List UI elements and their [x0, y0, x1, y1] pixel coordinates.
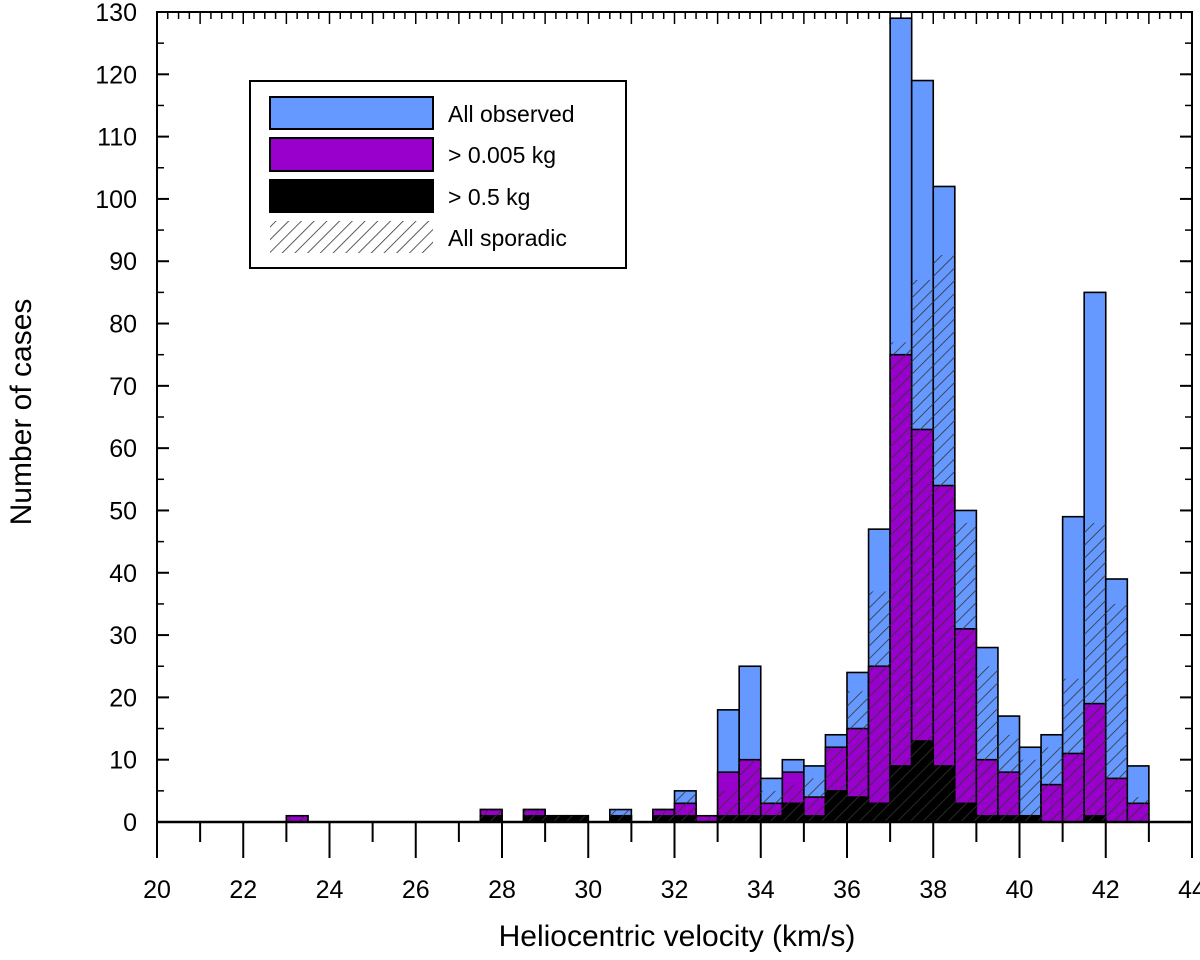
x-tick-label: 30 [574, 876, 602, 904]
legend-label-all-observed: All observed [448, 101, 575, 127]
legend-swatch-all-sporadic [270, 221, 433, 253]
bar-all-sporadic-hatch [523, 809, 546, 822]
x-tick-label: 34 [747, 876, 775, 904]
x-tick-label: 42 [1092, 876, 1120, 904]
bar-all-sporadic-hatch [868, 591, 891, 822]
y-tick-label: 80 [109, 311, 137, 339]
y-axis-label: Number of cases [5, 299, 38, 526]
bar-all-sporadic-hatch [1041, 747, 1063, 822]
bar-all-sporadic-hatch [674, 790, 697, 822]
bar-all-sporadic-hatch [933, 255, 955, 822]
bar-all-sporadic-hatch [286, 815, 308, 822]
x-tick-label: 36 [833, 876, 861, 904]
bar-all-sporadic-hatch [997, 734, 1020, 822]
y-tick-label: 40 [109, 560, 137, 588]
bar-all-sporadic-hatch [566, 815, 589, 822]
bar-all-sporadic-hatch [609, 809, 632, 822]
y-tick-label: 100 [95, 186, 137, 214]
x-tick-label: 28 [488, 876, 516, 904]
bar-all-sporadic-hatch [760, 790, 783, 822]
x-tick-label: 38 [919, 876, 947, 904]
bar-all-sporadic-hatch [717, 790, 740, 822]
bar-all-sporadic-hatch [954, 522, 977, 822]
x-tick-label: 40 [1006, 876, 1034, 904]
legend-label-all-sporadic: All sporadic [448, 225, 567, 251]
bar-all-sporadic-hatch [480, 809, 502, 822]
y-tick-label: 120 [95, 61, 137, 89]
y-tick-label: 0 [123, 809, 137, 837]
bar-all-sporadic-hatch [1062, 678, 1085, 822]
sporadic-hatch-layer [286, 255, 1149, 822]
bar-all-sporadic-hatch [1105, 603, 1128, 822]
bar-all-sporadic-hatch [652, 809, 675, 822]
x-tick-label: 44 [1178, 876, 1200, 904]
y-tick-label: 10 [109, 747, 137, 775]
bar-all-sporadic-hatch [1084, 522, 1106, 822]
y-tick-label: 110 [97, 124, 137, 152]
legend-label-over-0005kg: > 0.005 kg [448, 142, 556, 168]
x-tick-label: 22 [229, 876, 257, 904]
x-tick-label: 24 [316, 876, 344, 904]
legend-swatch-over-05kg [269, 179, 434, 213]
x-tick-label: 26 [402, 876, 430, 904]
legend-swatch-all-observed [269, 96, 434, 130]
legend: All observed > 0.005 kg > 0.5 kg All spo… [249, 80, 627, 269]
bar-all-sporadic-hatch [739, 759, 761, 822]
bar-all-sporadic-hatch [1127, 797, 1149, 822]
tick-labels-layer: 20 22 24 26 28 30 32 34 36 38 40 42 44 0 10 20 30 40 50 60 7… [95, 0, 1200, 904]
bar-all-sporadic-hatch [803, 778, 826, 822]
x-tick-label: 20 [143, 876, 171, 904]
y-tick-label: 90 [109, 248, 137, 276]
y-tick-label: 20 [109, 684, 137, 712]
y-tick-label: 30 [109, 622, 137, 650]
legend-swatch-over-0005kg [269, 137, 434, 172]
legend-label-over-05kg: > 0.5 kg [448, 184, 530, 210]
bar-all-sporadic-hatch [911, 279, 934, 822]
y-tick-label: 60 [109, 435, 137, 463]
x-axis-label: Heliocentric velocity (km/s) [499, 920, 856, 953]
bar-all-sporadic-hatch [782, 784, 804, 822]
bar-all-sporadic-hatch [696, 815, 718, 822]
x-tick-label: 32 [661, 876, 689, 904]
y-tick-label: 70 [109, 373, 137, 401]
bar-all-sporadic-hatch [890, 342, 912, 822]
bar-all-sporadic-hatch [847, 691, 869, 822]
bar-all-sporadic-hatch [825, 747, 847, 822]
y-tick-label: 130 [95, 0, 137, 27]
axes-layer [156, 11, 1193, 858]
bar-all-sporadic-hatch [976, 666, 998, 822]
y-tick-label: 50 [109, 497, 137, 525]
bar-all-sporadic-hatch [1019, 759, 1042, 822]
bar-all-sporadic-hatch [545, 815, 567, 822]
